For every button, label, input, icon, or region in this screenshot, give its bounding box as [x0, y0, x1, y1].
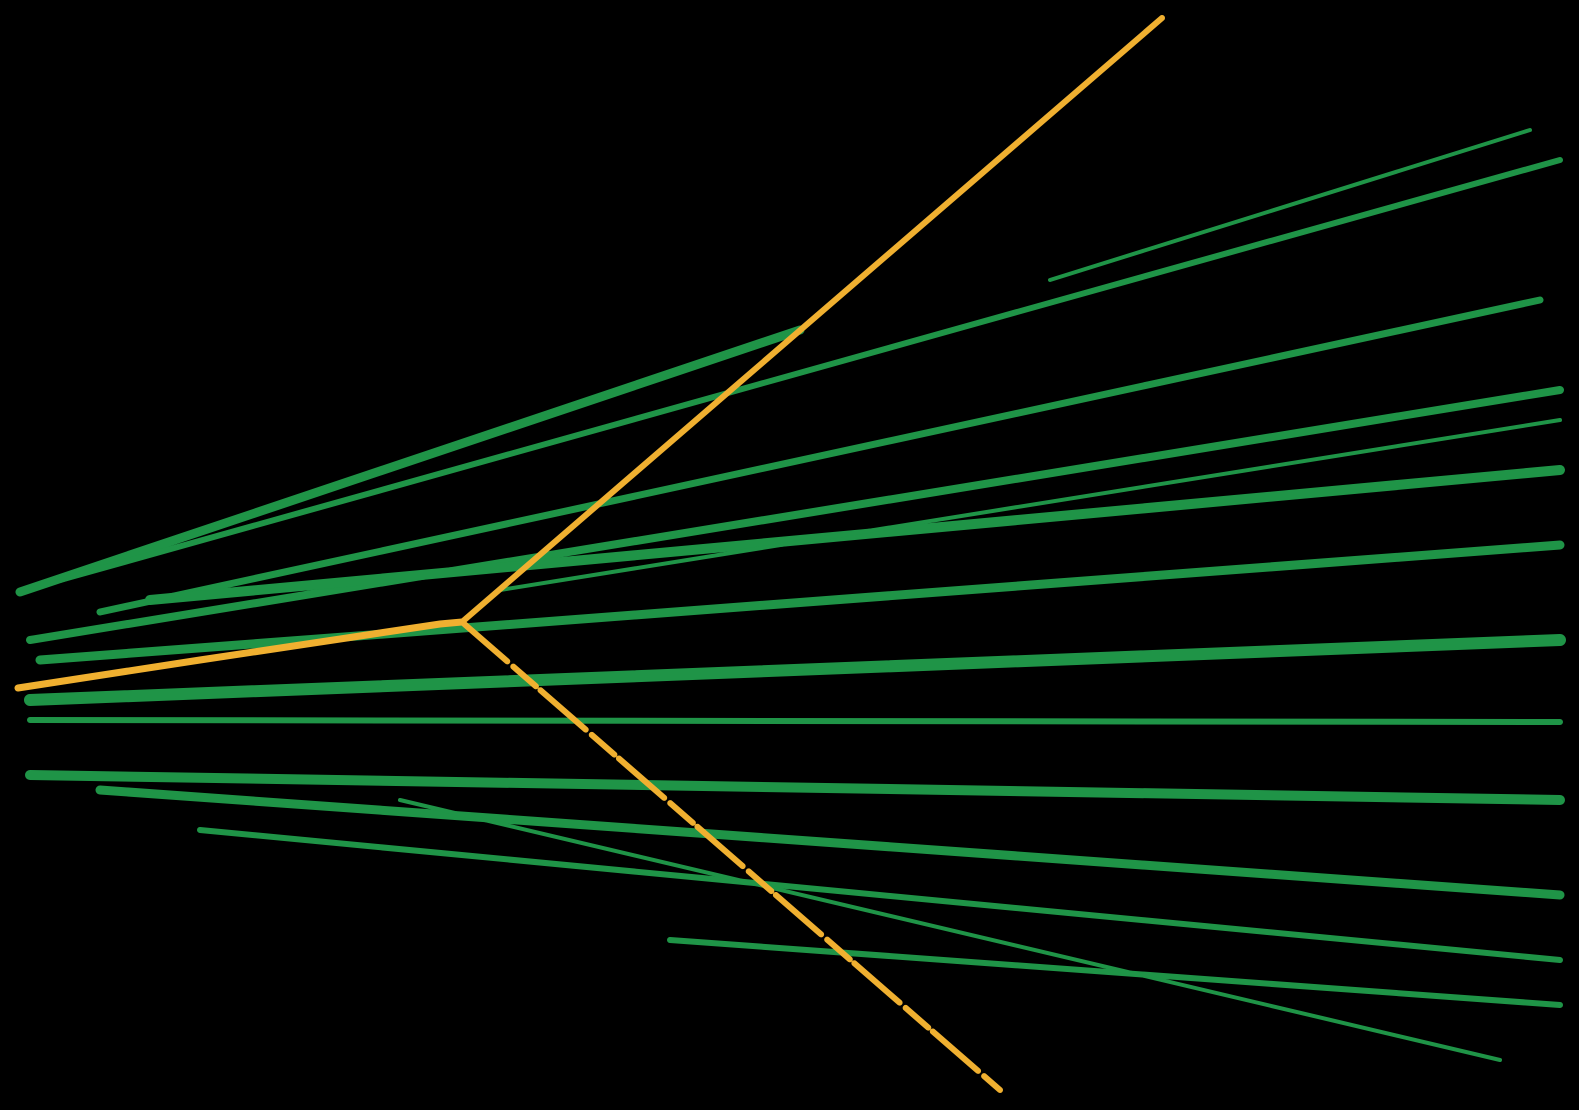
- yellow-tracks: [14, 15, 1165, 1093]
- track: [96, 296, 1544, 616]
- green-tracks: [15, 128, 1566, 1062]
- track: [398, 798, 1502, 1062]
- track: [15, 325, 805, 597]
- track: [197, 827, 1563, 963]
- outgoing-track: [459, 619, 1003, 1093]
- track: [24, 634, 1566, 706]
- track: [35, 540, 1565, 665]
- track: [25, 770, 1565, 805]
- track: [498, 418, 1562, 592]
- track: [27, 717, 1563, 725]
- track: [26, 386, 1564, 644]
- track: [57, 157, 1563, 583]
- incoming-track: [14, 618, 466, 692]
- track: [95, 785, 1565, 900]
- outgoing-track: [459, 15, 1165, 625]
- track: [1048, 128, 1532, 282]
- track: [667, 937, 1563, 1008]
